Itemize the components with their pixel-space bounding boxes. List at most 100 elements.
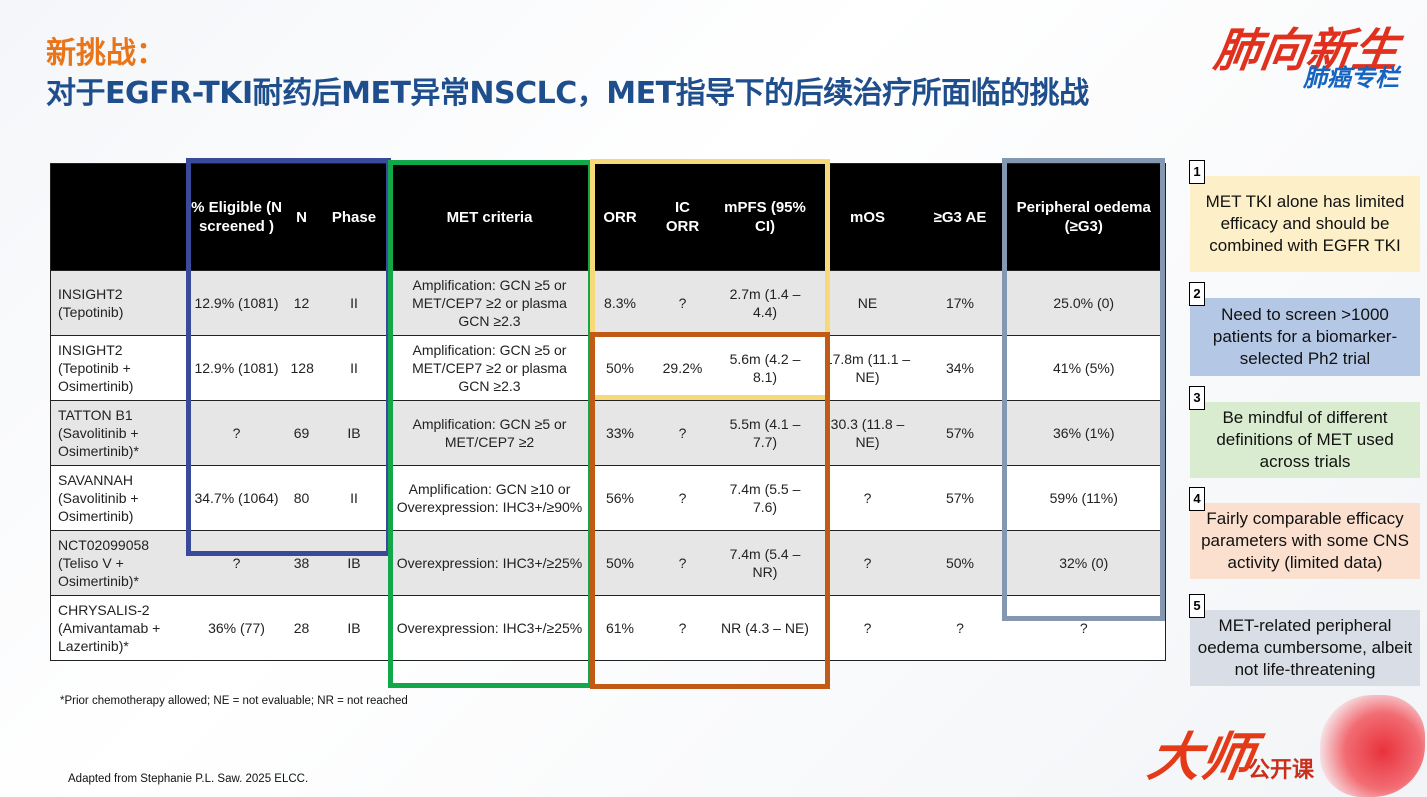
cell-met-criteria: Amplification: GCN ≥5 or MET/CEP7 ≥2 <box>391 400 588 466</box>
callout-number: 3 <box>1189 386 1205 410</box>
cell-phase: II <box>316 335 392 401</box>
cell-ic-orr: 29.2% <box>652 335 713 401</box>
header-cell-trial <box>50 163 187 271</box>
header-cell-eligible: % Eligible (N screened ) <box>186 163 287 271</box>
cell-orr: 33% <box>587 400 653 466</box>
cell-phase: IB <box>316 530 392 596</box>
cell-oedema: ? <box>1002 595 1166 661</box>
cell-orr: 50% <box>587 530 653 596</box>
callout-text: Need to screen >1000 patients for a biom… <box>1212 305 1398 368</box>
cell-g3-ae: ? <box>917 595 1003 661</box>
callout-number: 2 <box>1189 282 1205 306</box>
table-row: NCT02099058 (Teliso V + Osimertinib)*? 38… <box>50 530 1166 596</box>
cell-mpfs: NR (4.3 – NE) <box>712 595 818 661</box>
header-cell-g3-ae: ≥G3 AE <box>917 163 1003 271</box>
cell-oedema: 36% (1%) <box>1002 400 1166 466</box>
logo-bottom-main: 大师 <box>1143 727 1259 788</box>
cell-trial: CHRYSALIS-2 (Amivantamab + Lazertinib)* <box>50 595 187 661</box>
butterfly-graphic <box>1320 695 1425 797</box>
table-row: TATTON B1 (Savolitinib + Osimertinib)*? 6… <box>50 400 1166 466</box>
cell-ic-orr: ? <box>652 530 713 596</box>
cell-g3-ae: 57% <box>917 465 1003 531</box>
callout-number: 4 <box>1189 487 1205 511</box>
slide-title-line1: 新挑战： <box>46 36 166 71</box>
callout-text: MET-related peripheral oedema cumbersome… <box>1197 616 1413 679</box>
cell-phase: IB <box>316 595 392 661</box>
cell-ic-orr: ? <box>652 465 713 531</box>
cell-eligible: 34.7% (1064) <box>186 465 287 531</box>
cell-mos: ? <box>817 465 918 531</box>
table-header-row: % Eligible (N screened ) N Phase MET cri… <box>50 163 1166 271</box>
cell-orr: 61% <box>587 595 653 661</box>
table-row: CHRYSALIS-2 (Amivantamab + Lazertinib)* 3… <box>50 595 1166 661</box>
cell-trial: INSIGHT2 (Tepotinib) <box>50 270 187 336</box>
cell-ic-orr: ? <box>652 595 713 661</box>
header-cell-mos: mOS <box>817 163 918 271</box>
brand-logo-top: 肺向新生 肺癌专栏 <box>1211 14 1425 104</box>
table-footnote: *Prior chemotherapy allowed; NE = not ev… <box>60 695 408 707</box>
cell-mpfs: 2.7m (1.4 – 4.4) <box>712 270 818 336</box>
header-cell-mpfs: mPFS (95% CI) <box>712 163 818 271</box>
cell-orr: 56% <box>587 465 653 531</box>
cell-met-criteria: Amplification: GCN ≥5 or MET/CEP7 ≥2 or … <box>391 335 588 401</box>
callout-text: MET TKI alone has limited efficacy and s… <box>1205 192 1405 255</box>
cell-trial: NCT02099058 (Teliso V + Osimertinib)* <box>50 530 187 596</box>
trial-comparison-table: % Eligible (N screened ) N Phase MET cri… <box>50 163 1166 661</box>
cell-met-criteria: Overexpression: IHC3+/≥25% <box>391 530 588 596</box>
cell-g3-ae: 17% <box>917 270 1003 336</box>
logo-sub-text: 肺癌专栏 <box>1303 64 1399 92</box>
cell-n: 69 <box>286 400 317 466</box>
callout-box: Fairly comparable efficacy parameters wi… <box>1190 503 1420 579</box>
header-cell-ic-orr: IC ORR <box>652 163 713 271</box>
cell-eligible: 12.9% (1081) <box>186 270 287 336</box>
cell-n: 38 <box>286 530 317 596</box>
cell-oedema: 25.0% (0) <box>1002 270 1166 336</box>
cell-mos: 30.3 (11.8 – NE) <box>817 400 918 466</box>
header-cell-phase: Phase <box>316 163 392 271</box>
cell-oedema: 41% (5%) <box>1002 335 1166 401</box>
callout-box: Need to screen >1000 patients for a biom… <box>1190 298 1420 376</box>
cell-met-criteria: Amplification: GCN ≥5 or MET/CEP7 ≥2 or … <box>391 270 588 336</box>
cell-mpfs: 5.6m (4.2 – 8.1) <box>712 335 818 401</box>
cell-mpfs: 7.4m (5.5 – 7.6) <box>712 465 818 531</box>
cell-n: 128 <box>286 335 317 401</box>
cell-mpfs: 5.5m (4.1 – 7.7) <box>712 400 818 466</box>
callout-box: Be mindful of different definitions of M… <box>1190 402 1420 478</box>
header-cell-met-criteria: MET criteria <box>391 163 588 271</box>
cell-ic-orr: ? <box>652 270 713 336</box>
cell-n: 80 <box>286 465 317 531</box>
cell-eligible: 36% (77) <box>186 595 287 661</box>
cell-mos: ? <box>817 530 918 596</box>
table-row: INSIGHT2 (Tepotinib) 12.9% (1081) 12 II Ampl… <box>50 270 1166 336</box>
cell-phase: II <box>316 270 392 336</box>
cell-mpfs: 7.4m (5.4 – NR) <box>712 530 818 596</box>
header-cell-orr: ORR <box>587 163 653 271</box>
callout-text: Fairly comparable efficacy parameters wi… <box>1201 509 1409 572</box>
cell-trial: INSIGHT2 (Tepotinib + Osimertinib) <box>50 335 187 401</box>
cell-mos: NE <box>817 270 918 336</box>
cell-g3-ae: 50% <box>917 530 1003 596</box>
cell-n: 12 <box>286 270 317 336</box>
cell-eligible: ? <box>186 530 287 596</box>
callout-number: 5 <box>1189 594 1205 618</box>
cell-oedema: 32% (0) <box>1002 530 1166 596</box>
callout-text: Be mindful of different definitions of M… <box>1216 408 1394 471</box>
slide-title-line2: 对于EGFR-TKI耐药后MET异常NSCLC，MET指导下的后续治疗所面临的挑… <box>46 76 1089 111</box>
table-row: SAVANNAH (Savolitinib + Osimertinib) 34.7… <box>50 465 1166 531</box>
header-cell-oedema: Peripheral oedema (≥G3) <box>1002 163 1166 271</box>
cell-phase: IB <box>316 400 392 466</box>
cell-trial: TATTON B1 (Savolitinib + Osimertinib)* <box>50 400 187 466</box>
cell-mos: ? <box>817 595 918 661</box>
cell-phase: II <box>316 465 392 531</box>
callout-box: MET-related peripheral oedema cumbersome… <box>1190 610 1420 686</box>
cell-n: 28 <box>286 595 317 661</box>
cell-trial: SAVANNAH (Savolitinib + Osimertinib) <box>50 465 187 531</box>
cell-ic-orr: ? <box>652 400 713 466</box>
header-cell-n: N <box>286 163 317 271</box>
cell-mos: 17.8m (11.1 – NE) <box>817 335 918 401</box>
logo-bottom-sub: 公开课 <box>1248 758 1315 783</box>
source-citation: Adapted from Stephanie P.L. Saw. 2025 EL… <box>68 773 309 785</box>
cell-eligible: ? <box>186 400 287 466</box>
cell-g3-ae: 57% <box>917 400 1003 466</box>
cell-oedema: 59% (11%) <box>1002 465 1166 531</box>
